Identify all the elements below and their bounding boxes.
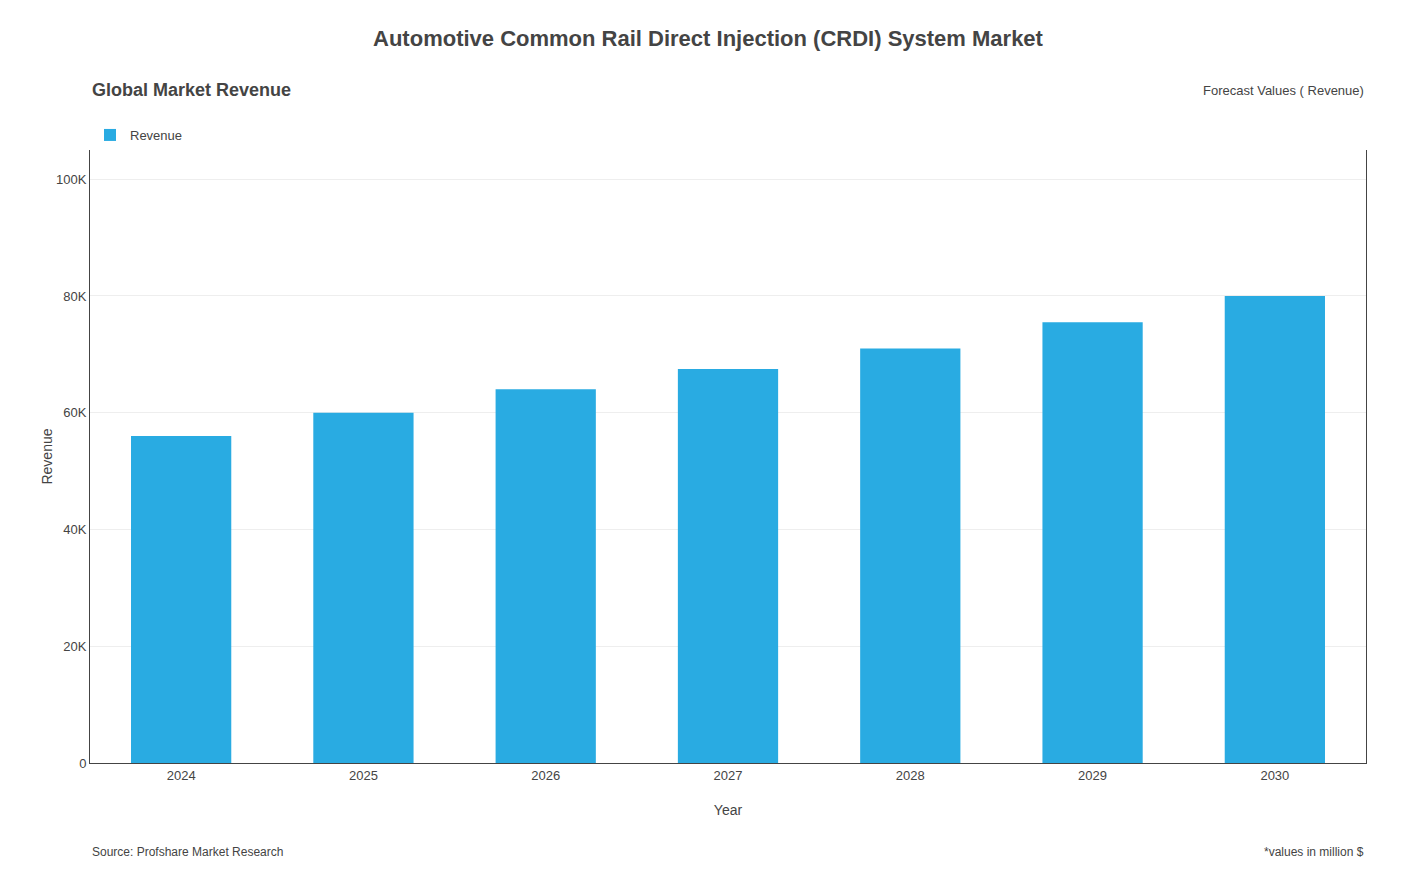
svg-text:40K: 40K — [63, 522, 86, 537]
svg-text:0: 0 — [79, 756, 86, 771]
svg-text:Automotive Common Rail Direct: Automotive Common Rail Direct Injection … — [373, 26, 1044, 51]
svg-text:2030: 2030 — [1260, 768, 1289, 783]
svg-text:2026: 2026 — [531, 768, 560, 783]
svg-text:2027: 2027 — [714, 768, 743, 783]
svg-text:Year: Year — [714, 802, 743, 818]
svg-text:60K: 60K — [63, 405, 86, 420]
svg-text:100K: 100K — [56, 172, 87, 187]
svg-text:2028: 2028 — [896, 768, 925, 783]
svg-text:Source: Profshare Market Resea: Source: Profshare Market Research — [92, 845, 283, 859]
svg-text:80K: 80K — [63, 289, 86, 304]
svg-text:20K: 20K — [63, 639, 86, 654]
svg-text:2024: 2024 — [167, 768, 196, 783]
svg-text:Revenue: Revenue — [130, 128, 182, 143]
svg-text:*values in million $: *values in million $ — [1264, 845, 1364, 859]
svg-text:2029: 2029 — [1078, 768, 1107, 783]
svg-text:2025: 2025 — [349, 768, 378, 783]
svg-text:Forecast Values ( Revenue): Forecast Values ( Revenue) — [1203, 83, 1364, 98]
svg-text:Revenue: Revenue — [39, 428, 55, 484]
svg-text:Global Market Revenue: Global Market Revenue — [92, 80, 291, 100]
